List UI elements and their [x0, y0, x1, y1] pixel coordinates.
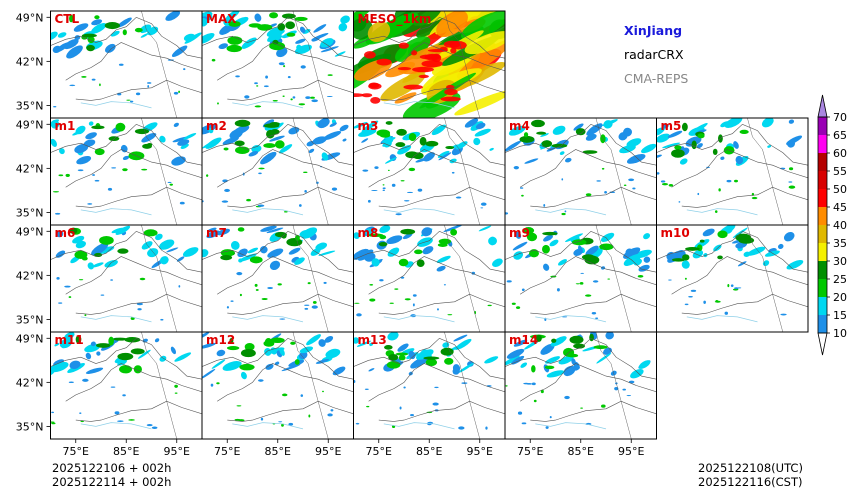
panel-map-m8: [353, 225, 505, 332]
panel-label-m8: m8: [358, 226, 379, 240]
lat-tick-label: 42°N: [16, 162, 44, 175]
lat-tick-label: 49°N: [16, 332, 44, 345]
colorbar-label: 55: [833, 165, 847, 178]
panel-label-m11: m11: [55, 333, 84, 347]
colorbar-segment: [818, 279, 827, 297]
lon-tick-label: 95°E: [467, 445, 493, 458]
colorbar-label: 45: [833, 201, 847, 214]
lat-tick-label: 35°N: [16, 420, 44, 433]
panel-map-m14: [505, 332, 657, 439]
colorbar-label: 70: [833, 111, 847, 124]
panel-label-m7: m7: [206, 226, 227, 240]
lat-tick-label: 35°N: [16, 313, 44, 326]
lon-tick-label: 95°E: [315, 445, 341, 458]
lat-tick-label: 42°N: [16, 269, 44, 282]
panel-map-m2: [202, 118, 354, 225]
colorbar-segment: [818, 135, 827, 153]
panel-map-m6: [50, 225, 202, 332]
lon-tick-label: 75°E: [366, 445, 392, 458]
panel-label-m10: m10: [661, 226, 690, 240]
colorbar-segment: [818, 225, 827, 243]
panel-label-m6: m6: [55, 226, 76, 240]
lon-tick-label: 95°E: [164, 445, 190, 458]
lon-tick-label: 85°E: [113, 445, 139, 458]
lat-tick-label: 35°N: [16, 99, 44, 112]
product-name: radarCRX: [624, 47, 684, 62]
panel-label-m2: m2: [206, 119, 227, 133]
panel-label-m4: m4: [509, 119, 530, 133]
lon-tick-label: 85°E: [568, 445, 594, 458]
colorbar-label: 15: [833, 309, 847, 322]
panel-map-m5: [656, 118, 808, 225]
lon-tick-label: 85°E: [416, 445, 442, 458]
colorbar-label: 60: [833, 147, 847, 160]
panel-label-m13: m13: [358, 333, 387, 347]
panel-map-m3: [353, 118, 505, 225]
colorbar-label: 40: [833, 219, 847, 232]
lon-tick-label: 75°E: [63, 445, 89, 458]
colorbar-label: 65: [833, 129, 847, 142]
panel-map-MESO_1km: [353, 11, 505, 118]
colorbar-segment: [818, 207, 827, 225]
panel-label-CTL: CTL: [55, 12, 80, 26]
colorbar-label: 30: [833, 255, 847, 268]
colorbar-segment: [818, 243, 827, 261]
init-time-utc: 2025122106 + 002h: [52, 461, 172, 475]
panel-map-m12: [202, 332, 354, 439]
lat-tick-label: 49°N: [16, 225, 44, 238]
lon-tick-label: 75°E: [517, 445, 543, 458]
panel-map-m4: [505, 118, 657, 225]
panel-label-MESO_1km: MESO_1km: [358, 12, 432, 27]
lon-tick-label: 95°E: [618, 445, 644, 458]
colorbar-segment: [818, 117, 827, 135]
colorbar-extend-max: [817, 94, 828, 118]
panel-map-CTL: [50, 11, 202, 118]
panel-map-m13: [353, 332, 505, 439]
colorbar-segment: [818, 261, 827, 279]
panel-map-m7: [202, 225, 354, 332]
colorbar-segment: [818, 171, 827, 189]
lat-tick-label: 49°N: [16, 118, 44, 131]
panel-map-m1: [50, 118, 202, 225]
colorbar-label: 20: [833, 291, 847, 304]
region-title: XinJiang: [624, 23, 683, 38]
system-name: CMA-REPS: [624, 71, 689, 86]
lon-tick-label: 85°E: [265, 445, 291, 458]
panel-map-MAX: [202, 11, 354, 118]
panel-label-m5: m5: [661, 119, 682, 133]
init-time-cst: 2025122114 + 002h: [52, 475, 172, 489]
panel-label-MAX: MAX: [206, 12, 237, 26]
colorbar-segment: [818, 153, 827, 171]
panel-label-m14: m14: [509, 333, 538, 347]
colorbar-segment: [818, 315, 827, 333]
lat-tick-label: 49°N: [16, 11, 44, 24]
panel-label-m12: m12: [206, 333, 235, 347]
lat-tick-label: 42°N: [16, 376, 44, 389]
valid-time-cst: 2025122116(CST): [698, 475, 803, 489]
panel-frame: [656, 224, 809, 333]
panel-map-m9: [505, 225, 657, 332]
lon-tick-label: 75°E: [214, 445, 240, 458]
panel-map-m10: [656, 225, 808, 332]
valid-time-utc: 2025122108(UTC): [698, 461, 803, 475]
panel-label-m3: m3: [358, 119, 379, 133]
colorbar-label: 35: [833, 237, 847, 250]
colorbar-segment: [818, 189, 827, 207]
colorbar-label: 25: [833, 273, 847, 286]
panel-map-m11: [50, 332, 202, 439]
colorbar-segment: [818, 297, 827, 315]
panel-label-m9: m9: [509, 226, 530, 240]
lat-tick-label: 42°N: [16, 55, 44, 68]
colorbar-extend-min: [817, 332, 828, 356]
lat-tick-label: 35°N: [16, 206, 44, 219]
colorbar-label: 50: [833, 183, 847, 196]
panel-label-m1: m1: [55, 119, 76, 133]
colorbar-label: 10: [833, 327, 847, 340]
